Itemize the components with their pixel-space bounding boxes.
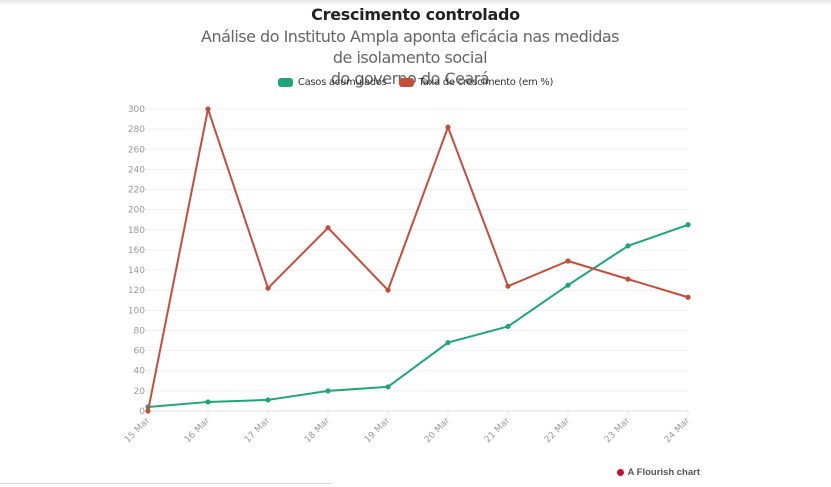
data-point-casos xyxy=(505,323,511,330)
legend-label-casos: Casos acumulados xyxy=(297,77,387,88)
y-tick-label: 280 xyxy=(128,125,145,135)
x-tick-label: 18 Mar xyxy=(303,416,332,445)
data-point-casos xyxy=(265,397,271,403)
legend-swatch-casos xyxy=(277,78,293,87)
data-point-taxa xyxy=(205,106,211,112)
x-tick-label: 15 Mar xyxy=(123,416,152,445)
data-point-taxa xyxy=(625,276,631,282)
y-tick-label: 120 xyxy=(128,286,145,296)
y-tick-label: 0 xyxy=(139,407,145,417)
y-tick-label: 80 xyxy=(134,326,146,336)
series-line-taxa xyxy=(147,108,689,412)
y-tick-label: 240 xyxy=(128,165,145,175)
legend: Casos acumulados Taxa de crescimento (em… xyxy=(0,77,831,88)
subtitle-line-1: Análise do Instituto Ampla aponta eficác… xyxy=(201,27,619,67)
legend-item-taxa[interactable]: Taxa de crescimento (em %) xyxy=(398,77,554,88)
x-tick-label: 20 Mar xyxy=(423,416,452,445)
flourish-logo-icon xyxy=(616,469,624,476)
data-point-casos xyxy=(205,399,211,405)
data-point-casos xyxy=(685,222,691,228)
flourish-credit[interactable]: A Flourish chart xyxy=(616,467,701,478)
y-tick-label: 20 xyxy=(134,387,146,397)
data-point-taxa xyxy=(265,285,271,291)
y-tick-label: 260 xyxy=(128,145,145,155)
legend-swatch-taxa xyxy=(398,78,414,87)
legend-item-casos[interactable]: Casos acumulados xyxy=(277,77,387,88)
x-tick-label: 24 Mar xyxy=(663,416,692,445)
data-point-taxa xyxy=(145,408,151,414)
y-tick-label: 180 xyxy=(128,226,145,236)
x-tick-label: 23 Mar xyxy=(603,416,632,445)
y-tick-label: 160 xyxy=(128,246,145,256)
data-point-casos xyxy=(445,339,451,346)
x-tick-label: 16 Mar xyxy=(183,416,212,445)
top-shadow xyxy=(0,0,831,6)
data-point-taxa xyxy=(325,225,331,231)
data-point-casos xyxy=(565,282,571,288)
x-tick-label: 17 Mar xyxy=(243,416,272,445)
y-tick-label: 300 xyxy=(128,105,145,115)
y-tick-label: 40 xyxy=(134,367,146,377)
data-point-taxa xyxy=(505,283,511,289)
x-tick-label: 22 Mar xyxy=(543,416,572,445)
data-point-casos xyxy=(325,388,331,394)
data-point-taxa xyxy=(445,124,451,130)
chart-title: Crescimento controlado xyxy=(311,5,520,24)
data-point-taxa xyxy=(385,287,391,293)
x-tick-label: 21 Mar xyxy=(483,416,512,445)
data-point-casos xyxy=(625,243,631,249)
y-tick-label: 140 xyxy=(128,266,145,276)
data-point-taxa xyxy=(565,258,571,264)
y-tick-label: 200 xyxy=(128,206,145,216)
data-point-casos xyxy=(385,384,391,390)
bottom-divider xyxy=(0,483,333,484)
y-tick-label: 220 xyxy=(128,186,145,196)
series-line-casos xyxy=(147,223,689,408)
y-tick-label: 100 xyxy=(128,306,145,316)
credit-text: A Flourish chart xyxy=(627,467,701,478)
data-point-taxa xyxy=(685,294,691,300)
legend-label-taxa: Taxa de crescimento (em %) xyxy=(418,77,554,88)
y-tick-label: 60 xyxy=(134,347,146,357)
x-tick-label: 19 Mar xyxy=(363,416,392,445)
